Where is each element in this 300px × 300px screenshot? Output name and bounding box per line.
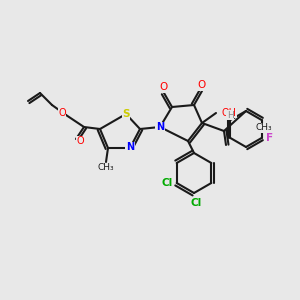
Text: Cl: Cl	[190, 198, 202, 208]
Text: CH₃: CH₃	[98, 164, 114, 172]
Text: Cl: Cl	[161, 178, 172, 188]
Text: S: S	[122, 109, 130, 119]
Text: O: O	[76, 136, 84, 146]
Text: N: N	[156, 122, 164, 132]
Text: O: O	[58, 108, 66, 118]
Text: H: H	[226, 110, 233, 119]
Text: F: F	[266, 133, 273, 143]
Text: OH: OH	[222, 108, 237, 118]
Text: O: O	[160, 82, 168, 92]
Text: N: N	[126, 142, 134, 152]
Text: CH₃: CH₃	[255, 124, 272, 133]
Text: O: O	[198, 80, 206, 90]
